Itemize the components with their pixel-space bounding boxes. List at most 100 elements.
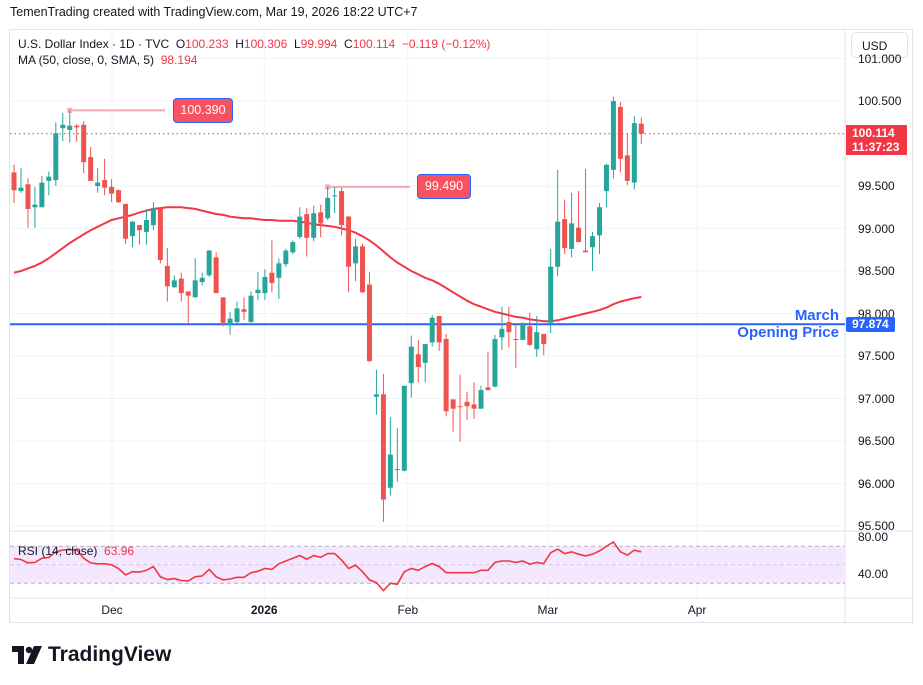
currency-button[interactable]: USD [851, 32, 908, 58]
rsi-axis-40: 40.00 [858, 567, 889, 581]
candle-body-down [513, 339, 519, 340]
price-axis-label: 95.500 [858, 519, 895, 533]
symbol-title[interactable]: U.S. Dollar Index · 1D · TVC [18, 37, 170, 51]
ma-line [13, 206, 642, 323]
candle-body-up [39, 182, 45, 208]
rsi-legend: RSI (14, close) 63.96 [18, 544, 134, 558]
candle-body-up [255, 289, 261, 294]
candle-body-up [311, 213, 317, 238]
candle-body-up [387, 454, 393, 488]
candle-body-up [429, 317, 435, 343]
candle-body-up [332, 195, 338, 197]
candle-body-down [617, 106, 623, 159]
ohlc-high-label: H [235, 37, 244, 51]
candle-body-down [81, 124, 87, 163]
candle-body-up [171, 280, 177, 288]
symbol-legend: U.S. Dollar Index · 1D · TVC O100.233 H1… [18, 36, 490, 68]
ohlc-close: 100.114 [352, 37, 396, 51]
ohlc-open-label: O [175, 37, 186, 51]
time-axis-label: Mar [537, 603, 559, 617]
chart-caption: TemenTrading created with TradingView.co… [10, 5, 418, 19]
candle-body-up [610, 101, 616, 170]
price-axis-label: 99.000 [858, 221, 895, 236]
bar-countdown: 11:37:23 [852, 140, 900, 154]
candle-body-up [283, 250, 289, 265]
candle-body-down [88, 157, 94, 181]
tradingview-logo: TradingView [12, 643, 171, 667]
candle-body-down [123, 203, 129, 239]
candle-body-down [457, 406, 463, 408]
price-change: −0.119 (−0.12%) [401, 37, 491, 51]
time-axis-label: Dec [101, 603, 123, 617]
candle-body-down [11, 172, 17, 191]
ohlc-low: 99.994 [300, 37, 338, 51]
march-open-annotation: March Opening Price [640, 307, 839, 341]
candle-body-up [199, 277, 205, 283]
candle-body-up [262, 276, 268, 294]
candle-body-down [102, 180, 108, 188]
ohlc-low-label: L [293, 37, 301, 51]
chart-frame [9, 29, 913, 623]
candle-body-up [353, 246, 359, 264]
price-axis-label: 96.000 [858, 476, 895, 491]
price-axis-label: 99.500 [858, 179, 895, 193]
candle-body-up [192, 280, 198, 298]
candle-body-down [136, 225, 142, 231]
high-callout-99-490: 99.490 [417, 174, 471, 199]
candle-body-up [248, 295, 254, 322]
rsi-label[interactable]: RSI (14, close) [18, 544, 98, 558]
candle-body-up [325, 197, 331, 219]
candle-body-up [143, 220, 149, 232]
candle-body-down [346, 216, 352, 267]
candle-body-up [394, 469, 400, 471]
candle-body-down [506, 322, 512, 333]
current-price-value: 100.114 [852, 126, 895, 140]
candle-body-down [318, 212, 324, 224]
candle-body-down [624, 155, 630, 181]
candle-body-up [67, 125, 73, 130]
candle-body-down [269, 272, 275, 283]
candle-body-up [95, 182, 101, 186]
candle-body-down [339, 191, 345, 226]
ma-legend-label[interactable]: MA (50, close, 0, SMA, 5) [18, 53, 155, 67]
ohlc-high: 100.306 [243, 37, 288, 51]
price-axis-label: 97.000 [858, 391, 895, 406]
candle-body-up [129, 221, 135, 237]
candle-body-down [471, 404, 477, 409]
candle-body-down [157, 208, 163, 260]
candle-body-up [150, 208, 156, 226]
candle-body-down [562, 219, 568, 249]
candle-body-up [548, 266, 554, 323]
annotation-line-1: March [794, 307, 839, 324]
candle-body-down [380, 394, 386, 500]
candle-body-up [596, 207, 602, 236]
candle-body-down [583, 250, 589, 253]
candle-body-down [360, 246, 365, 293]
candle-body-up [603, 164, 609, 192]
candle-body-down [74, 125, 80, 128]
ohlc-open: 100.233 [185, 37, 229, 51]
candle-body-down [241, 309, 247, 312]
ohlc-close-label: C [344, 37, 353, 51]
candle-body-up [297, 216, 303, 237]
time-axis-label: Apr [687, 603, 707, 617]
candle-body-up [227, 318, 233, 326]
candle-body-up [18, 187, 24, 192]
candle-body-down [366, 284, 372, 362]
candle-body-up [590, 236, 596, 248]
ma-legend-value: 98.194 [160, 53, 198, 67]
time-axis-label: Feb [397, 603, 419, 617]
candle-body-down [527, 326, 533, 345]
candle-body-up [46, 176, 52, 181]
march-open-tag: 97.874 [846, 317, 895, 332]
candle-body-up [206, 250, 212, 276]
candle-body-down [178, 278, 184, 294]
candle-body-down [450, 399, 456, 409]
candle-body-up [478, 390, 484, 409]
candle-body-up [290, 242, 296, 253]
candle-body-down [213, 257, 219, 294]
current-price-tag: 100.114 11:37:23 [846, 125, 907, 155]
candle-body-down [464, 401, 470, 407]
price-axis-label: 97.500 [858, 349, 895, 363]
